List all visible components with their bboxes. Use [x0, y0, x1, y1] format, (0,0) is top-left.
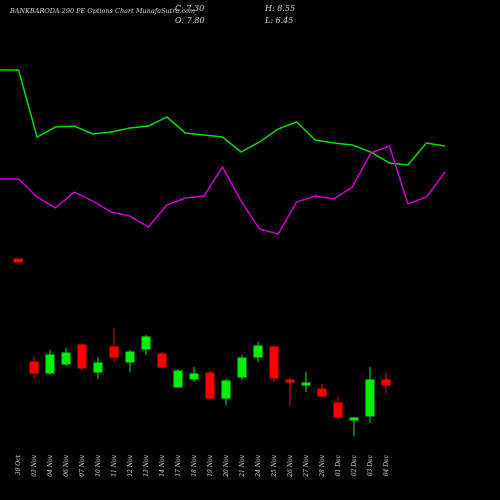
x-tick-label: 02 Dec: [351, 454, 358, 476]
candle-body: [29, 361, 39, 374]
x-tick-label: 03 Dec: [367, 454, 374, 476]
candle-body: [157, 353, 167, 368]
candle-body: [141, 336, 151, 350]
x-tick-label: 27 Nov: [303, 454, 310, 477]
x-tick-label: 24 Nov: [255, 454, 262, 477]
x-tick-label: 28 Nov: [319, 454, 326, 477]
x-tick-label: 04 Dec: [383, 454, 390, 476]
summary-high: H: 8.55: [264, 4, 295, 13]
x-tick-label: 07 Nov: [79, 454, 86, 476]
x-tick-label: 14 Nov: [159, 454, 166, 476]
candle-body: [285, 379, 295, 383]
x-tick-label: 25 Nov: [271, 454, 278, 477]
candle-body: [333, 402, 343, 418]
candle-body: [45, 354, 55, 374]
x-tick-label: 30 Oct: [15, 454, 22, 475]
candle-body: [109, 346, 119, 358]
x-tick-label: 11 Nov: [111, 454, 118, 476]
x-tick-label: 03 Nov: [31, 454, 38, 476]
candle-body: [317, 388, 327, 397]
summary-open: O: 7.80: [175, 16, 205, 25]
candle-body: [61, 352, 71, 365]
x-tick-label: 17 Nov: [175, 454, 182, 476]
indicator-line: [0, 69, 446, 166]
chart-title: BANKBARODA 290 PE Options Chart MunafaSu…: [9, 7, 195, 15]
x-tick-label: 01 Dec: [335, 454, 342, 476]
candle-body: [349, 417, 359, 421]
summary-low: L: 6.45: [264, 16, 293, 25]
candle-body: [237, 357, 247, 378]
indicator-line: [0, 145, 446, 235]
x-tick-label: 10 Nov: [95, 454, 102, 476]
candle-body: [77, 344, 87, 369]
candle-body: [253, 345, 263, 358]
candle-body: [269, 346, 279, 379]
x-tick-label: 18 Nov: [191, 454, 198, 476]
x-tick-label: 19 Nov: [207, 454, 214, 476]
candle-body: [93, 362, 103, 373]
summary-close: C: 7.30: [175, 4, 204, 13]
candle-body: [365, 379, 375, 417]
x-tick-label: 20 Nov: [223, 454, 230, 477]
candle-body: [189, 373, 199, 380]
x-tick-label: 12 Nov: [127, 454, 134, 476]
candle-body: [13, 258, 23, 263]
candle-body: [381, 379, 391, 386]
x-tick-label: 06 Nov: [63, 454, 70, 476]
candle-body: [205, 372, 215, 399]
x-tick-label: 21 Nov: [239, 454, 246, 477]
x-tick-label: 04 Nov: [47, 454, 54, 476]
candle-body: [301, 382, 311, 386]
candle-body: [125, 351, 135, 363]
x-tick-label: 26 Nov: [287, 454, 294, 477]
x-tick-label: 13 Nov: [143, 454, 150, 476]
candle-body: [173, 370, 183, 388]
candle-body: [221, 380, 231, 399]
